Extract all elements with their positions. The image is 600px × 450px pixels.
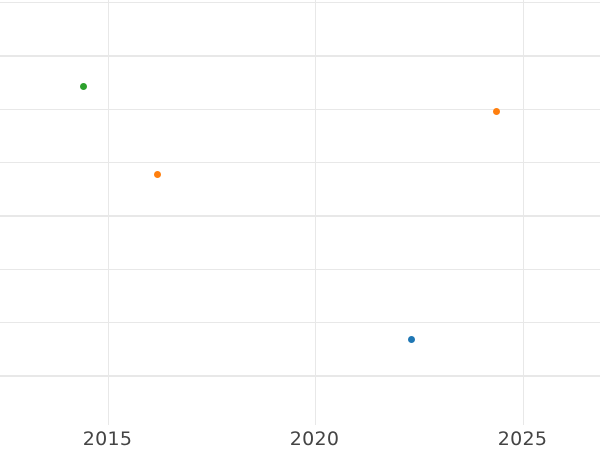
h-gridline <box>0 55 600 57</box>
x-tick-label: 2015 <box>82 428 133 450</box>
v-gridline <box>107 0 109 425</box>
x-tick-label: 2020 <box>289 428 340 450</box>
h-gridline <box>0 268 600 270</box>
h-gridline <box>0 162 600 164</box>
data-point-series-green <box>79 82 87 90</box>
data-point-series-orange <box>492 107 500 115</box>
h-gridline <box>0 322 600 324</box>
v-gridline <box>522 0 524 425</box>
data-point-series-orange <box>153 170 161 178</box>
h-gridline <box>0 108 600 110</box>
h-gridline <box>0 215 600 217</box>
h-gridline <box>0 2 600 4</box>
data-point-series-blue <box>407 335 415 343</box>
v-gridline <box>314 0 316 425</box>
h-gridline <box>0 375 600 377</box>
x-tick-label: 2025 <box>497 428 548 450</box>
